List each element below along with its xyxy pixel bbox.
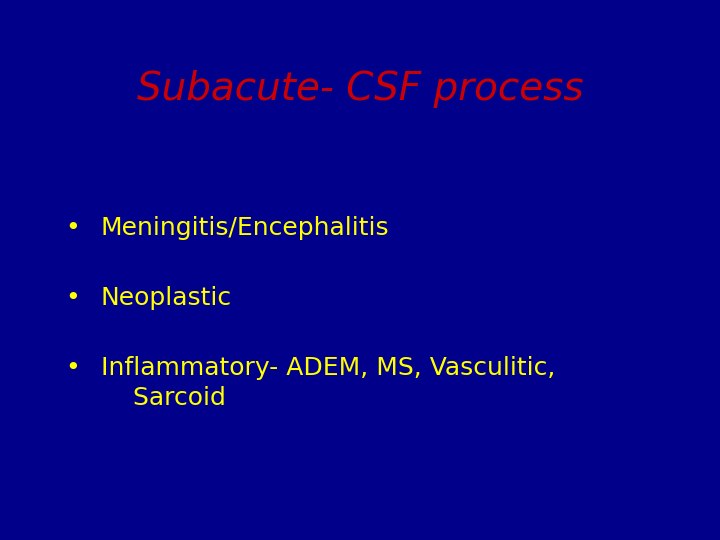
Text: Subacute- CSF process: Subacute- CSF process [137,70,583,108]
Text: Meningitis/Encephalitis: Meningitis/Encephalitis [101,216,390,240]
Text: Inflammatory- ADEM, MS, Vasculitic,
    Sarcoid: Inflammatory- ADEM, MS, Vasculitic, Sarc… [101,356,555,410]
Text: Neoplastic: Neoplastic [101,286,232,310]
Text: •: • [65,356,79,380]
Text: •: • [65,286,79,310]
Text: •: • [65,216,79,240]
